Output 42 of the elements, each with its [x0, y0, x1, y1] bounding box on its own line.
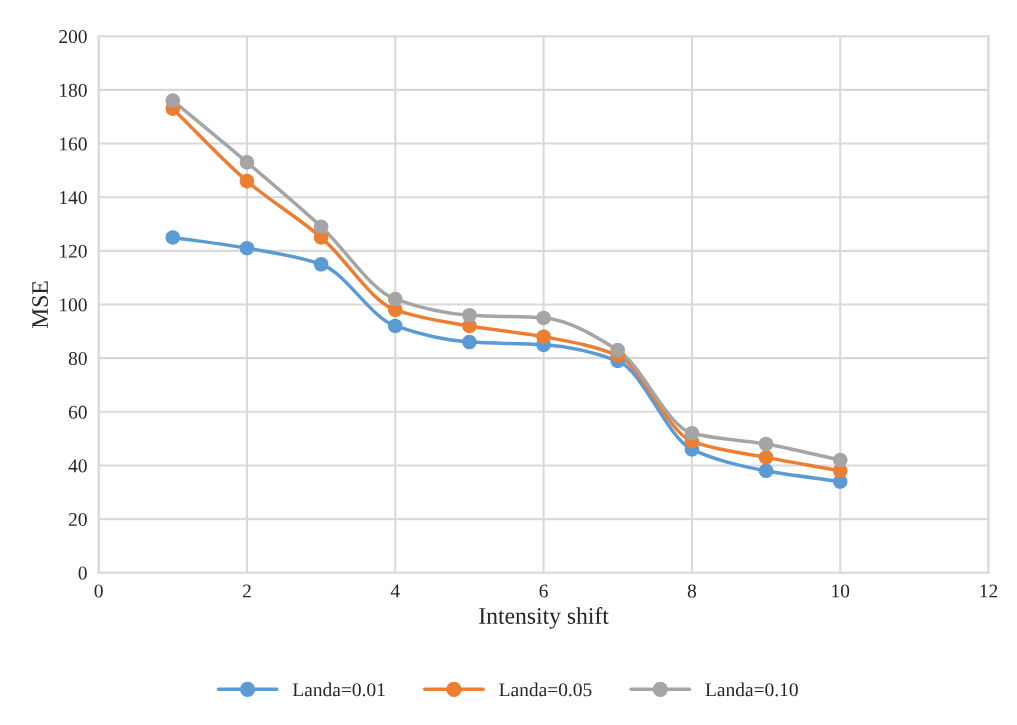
x-tick-label: 8: [687, 584, 697, 598]
point: [239, 155, 255, 170]
x-tick-label: 12: [980, 584, 998, 598]
legend-label: Landa=0.05: [499, 682, 592, 697]
point: [165, 93, 181, 108]
y-tick-label: 180: [60, 83, 87, 97]
point: [239, 240, 255, 256]
point: [313, 256, 329, 272]
x-tick-label: 6: [539, 584, 548, 598]
y-tick-label: 40: [68, 459, 87, 473]
y-tick-label: 0: [78, 566, 87, 580]
point: [387, 318, 403, 334]
y-tick-label: 160: [60, 137, 87, 151]
x-tick-label: 10: [832, 584, 850, 598]
point: [758, 436, 774, 452]
y-tick-label: 120: [60, 244, 87, 258]
point: [536, 329, 551, 344]
point: [536, 310, 551, 326]
point: [832, 452, 848, 468]
y-tick-label: 140: [60, 191, 87, 205]
point: [684, 425, 700, 441]
x-tick-label: 2: [242, 584, 251, 598]
point: [239, 173, 255, 189]
x-tick-label: 4: [390, 584, 400, 598]
legend-label: Landa=0.01: [292, 682, 385, 697]
point: [610, 342, 626, 358]
y-tick-label: 80: [68, 351, 87, 366]
x-axis-title: Intensity shift: [479, 607, 609, 629]
y-tick-label: 20: [68, 512, 87, 527]
y-tick-label: 60: [68, 405, 87, 419]
point: [462, 307, 477, 323]
point: [462, 334, 477, 350]
legend-label: Landa=0.10: [705, 682, 798, 697]
x-tick-label: 0: [94, 584, 103, 598]
point: [758, 463, 774, 479]
point: [313, 219, 329, 234]
point: [165, 230, 181, 245]
y-axis-title: MSE: [32, 281, 49, 329]
point: [387, 291, 403, 307]
y-tick-label: 200: [59, 30, 87, 44]
y-tick-label: 100: [60, 298, 87, 312]
point: [758, 450, 774, 465]
